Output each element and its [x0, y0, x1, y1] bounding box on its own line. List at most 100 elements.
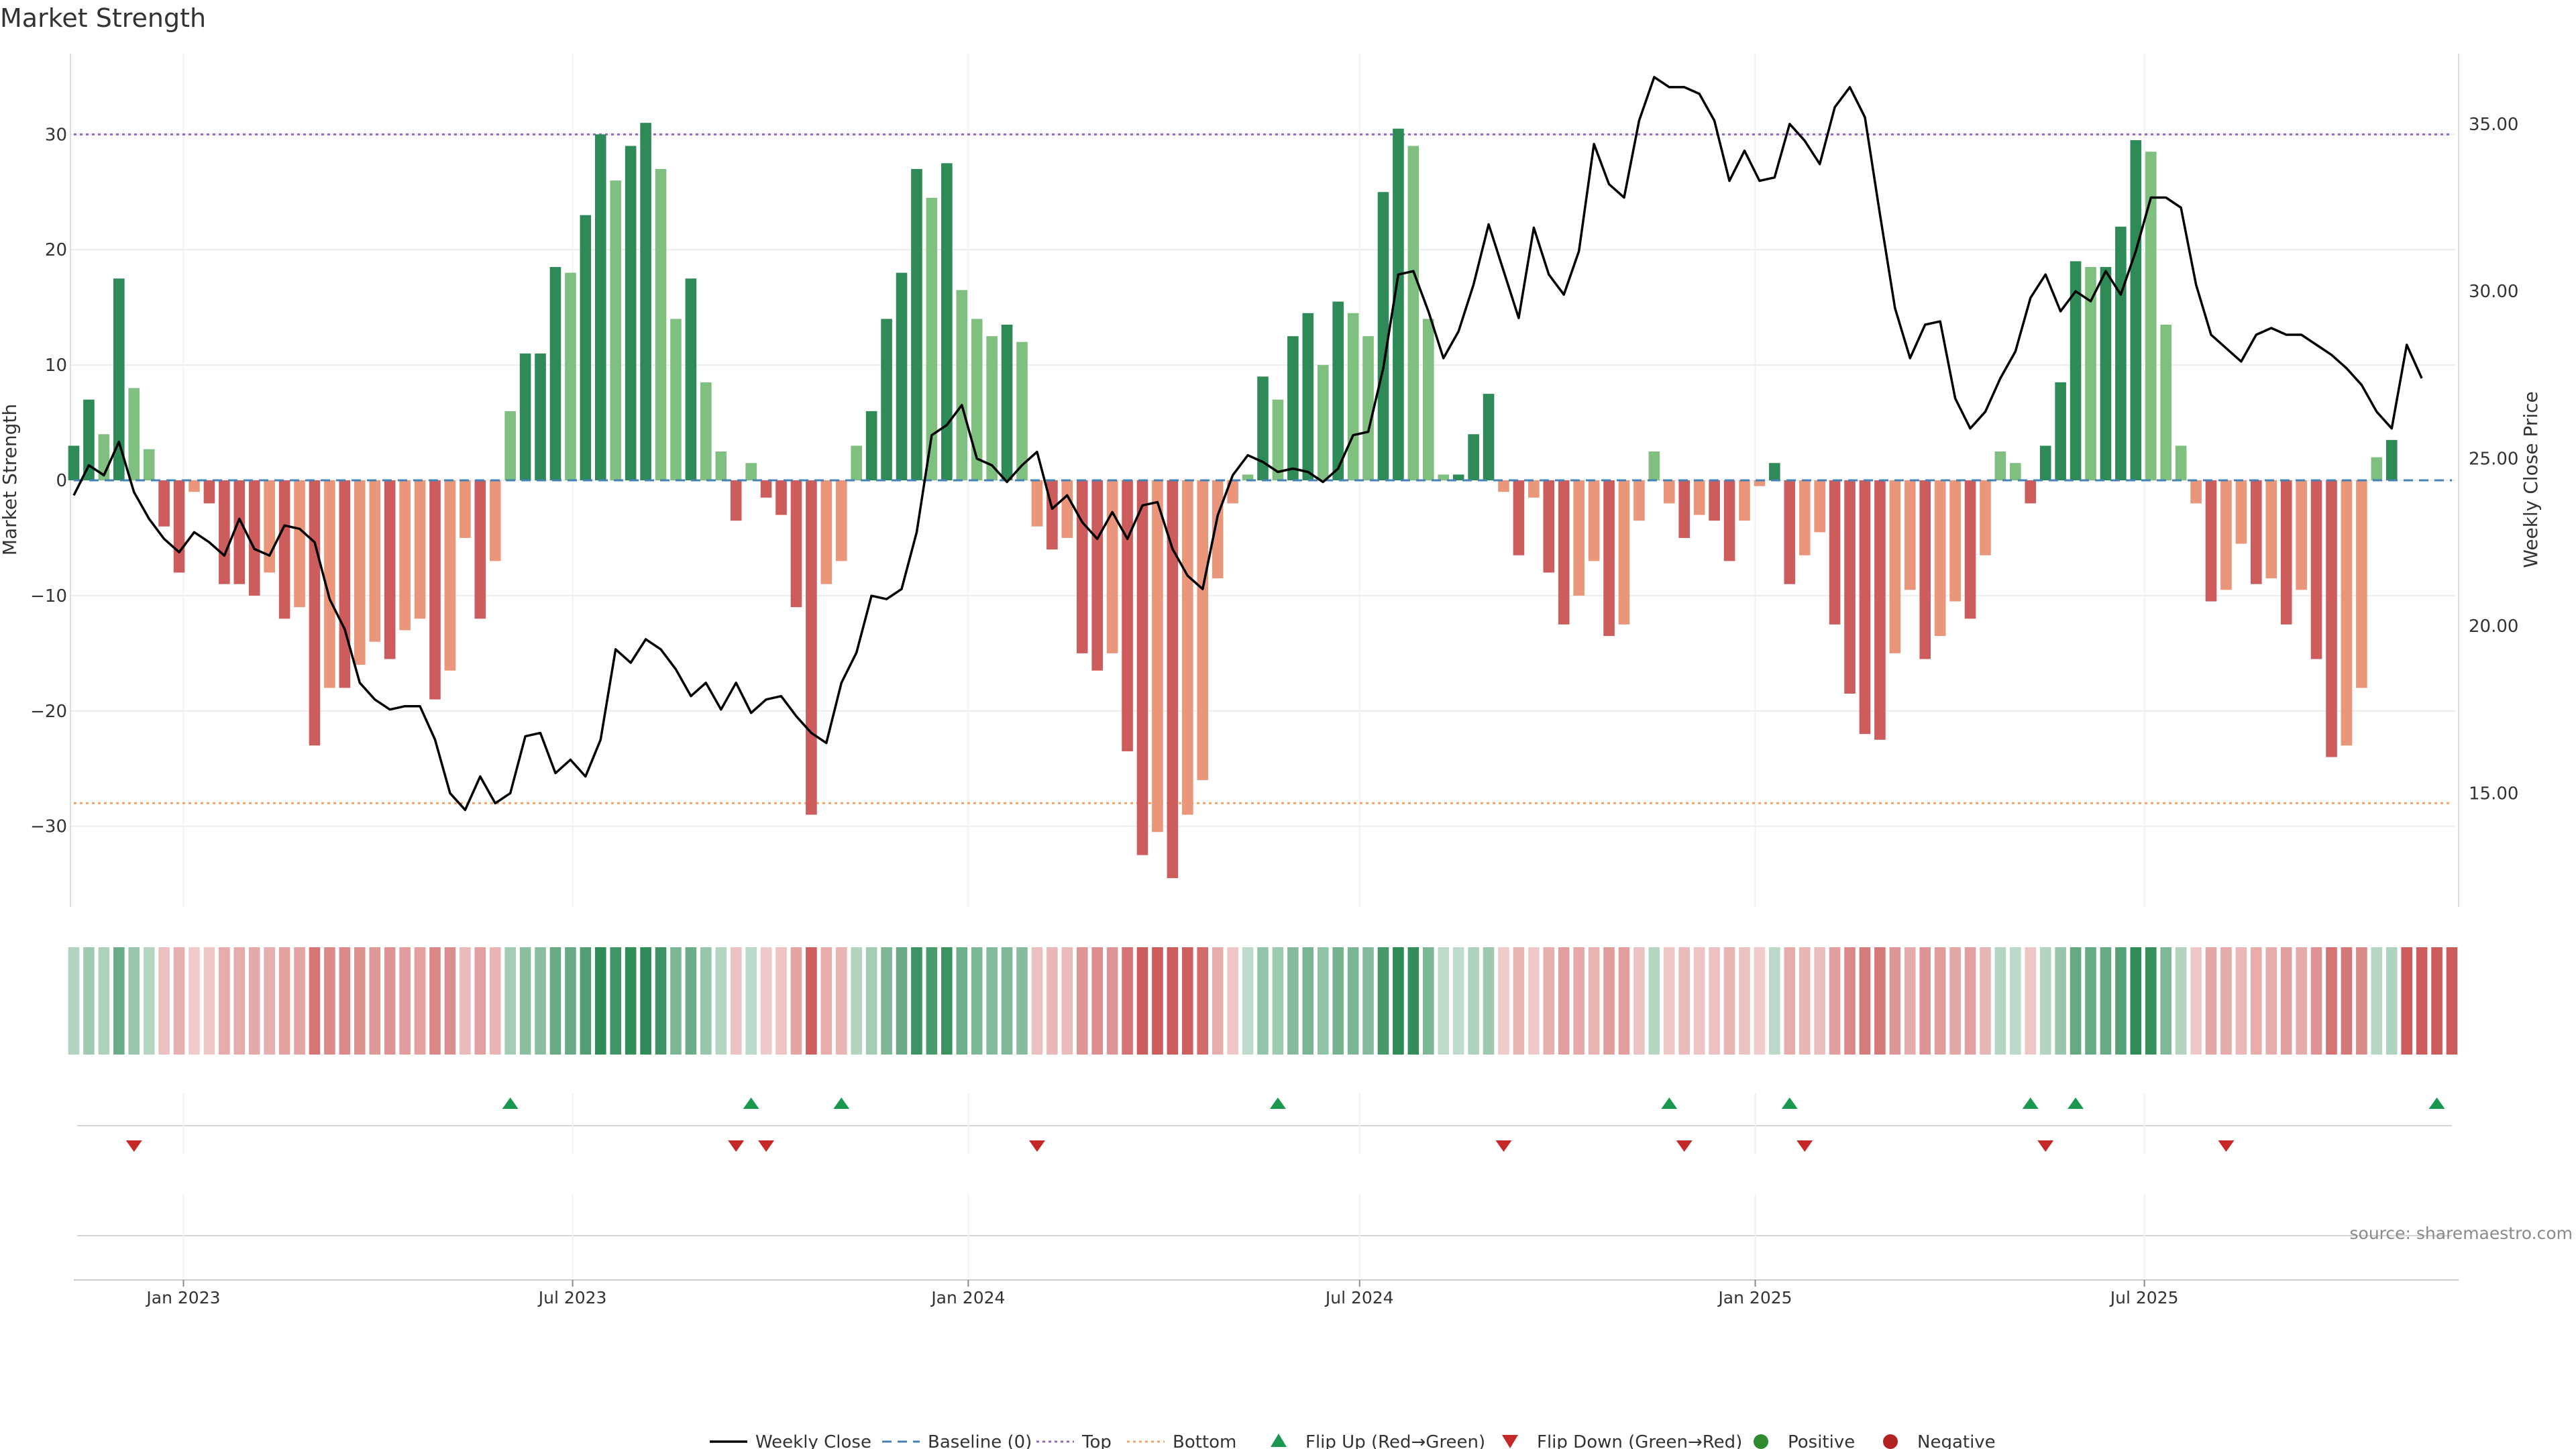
- heat-cell: [1197, 947, 1209, 1055]
- heat-cell: [1257, 947, 1269, 1055]
- heat-cell: [1317, 947, 1329, 1055]
- strength-bar: [1287, 336, 1299, 480]
- heat-cell: [2190, 947, 2202, 1055]
- strength-bar: [1528, 480, 1540, 498]
- heat-cell: [700, 947, 712, 1055]
- legend-flip-down-icon: [1502, 1435, 1518, 1448]
- strength-bar: [339, 480, 351, 688]
- flip-down-marker: [728, 1140, 745, 1152]
- heat-cell: [1618, 947, 1630, 1055]
- strength-bar: [1136, 480, 1148, 855]
- flip-up-marker: [2428, 1097, 2445, 1109]
- strength-bar: [444, 480, 456, 671]
- strength-bar: [2115, 226, 2127, 480]
- heat-cell: [2070, 947, 2082, 1055]
- strength-bar: [549, 267, 561, 480]
- heat-cell: [324, 947, 335, 1055]
- heat-cell: [369, 947, 381, 1055]
- heat-cell: [1452, 947, 1464, 1055]
- strength-bar: [1588, 480, 1600, 561]
- legend-label: Flip Up (Red→Green): [1305, 1432, 1485, 1449]
- strength-bar: [399, 480, 411, 631]
- strength-bar: [324, 480, 335, 688]
- left-tick-label: −10: [30, 586, 67, 606]
- heat-cell: [1543, 947, 1555, 1055]
- heat-cell: [1468, 947, 1479, 1055]
- strength-bar: [775, 480, 787, 515]
- strength-bar: [2326, 480, 2337, 757]
- heat-cell: [730, 947, 742, 1055]
- heat-cell: [1528, 947, 1540, 1055]
- heat-cell: [1498, 947, 1509, 1055]
- heat-cell: [233, 947, 246, 1055]
- heat-cell: [790, 947, 802, 1055]
- heat-cell: [1603, 947, 1615, 1055]
- heat-cell: [2446, 947, 2458, 1055]
- heat-cell: [2220, 947, 2232, 1055]
- flip-markers-panel: [77, 1093, 2452, 1154]
- heat-cell: [1362, 947, 1374, 1055]
- strength-bar: [2280, 480, 2292, 625]
- legend-label: Bottom: [1173, 1432, 1236, 1449]
- strength-bar: [309, 480, 321, 746]
- flip-down-marker: [1028, 1140, 1045, 1152]
- strength-bar: [1393, 128, 1404, 480]
- strength-bar: [1543, 480, 1555, 573]
- strength-bar: [1573, 480, 1585, 596]
- heat-cell: [2115, 947, 2127, 1055]
- heat-cell: [1076, 947, 1088, 1055]
- strength-bar: [1980, 480, 1991, 555]
- heat-cell: [2085, 947, 2096, 1055]
- heat-cell: [926, 947, 938, 1055]
- strength-bar: [851, 445, 863, 480]
- heat-cell: [1784, 947, 1796, 1055]
- strength-bar: [2025, 480, 2037, 504]
- heat-cell: [1513, 947, 1525, 1055]
- heat-cell: [1739, 947, 1750, 1055]
- strength-bar: [1091, 480, 1103, 671]
- heat-cell: [655, 947, 667, 1055]
- source-note: source: sharemaestro.com: [2350, 1224, 2573, 1243]
- heat-cell: [2205, 947, 2217, 1055]
- weekly-close-series: [72, 76, 2423, 812]
- heat-cell: [625, 947, 637, 1055]
- heat-cell: [535, 947, 546, 1055]
- heat-cell: [1393, 947, 1404, 1055]
- strength-bar: [294, 480, 305, 608]
- strength-bar: [1122, 480, 1133, 751]
- heat-cell: [806, 947, 817, 1055]
- strength-bar: [1874, 480, 1886, 740]
- x-tick-label: Jul 2023: [537, 1288, 607, 1307]
- strength-bar: [2085, 267, 2096, 480]
- strength-bar: [594, 134, 606, 480]
- legend-label: Baseline (0): [928, 1432, 1032, 1449]
- strength-bar: [655, 168, 667, 480]
- left-tick-label: −30: [30, 817, 67, 837]
- heat-cell: [2356, 947, 2367, 1055]
- strength-bar: [1452, 474, 1464, 480]
- x-tick-label: Jan 2024: [930, 1288, 1005, 1307]
- strength-bar: [971, 319, 983, 480]
- heat-cell: [1663, 947, 1675, 1055]
- strength-bar: [354, 480, 366, 665]
- heat-cell: [865, 947, 877, 1055]
- strength-bar: [1498, 480, 1509, 492]
- heat-cell: [189, 947, 200, 1055]
- strength-bar: [1889, 480, 1901, 653]
- strength-bar: [1648, 451, 1660, 480]
- heat-cell: [2326, 947, 2337, 1055]
- heat-cell: [1844, 947, 1856, 1055]
- heat-cell: [1814, 947, 1825, 1055]
- strength-bar: [865, 411, 877, 480]
- heat-cell: [971, 947, 983, 1055]
- weekly-close-line: [72, 76, 2423, 812]
- strength-bar: [1814, 480, 1825, 533]
- strength-bar: [2205, 480, 2217, 602]
- strength-bar: [1964, 480, 1976, 619]
- left-tick-label: 10: [45, 356, 67, 376]
- heat-cell: [1152, 947, 1163, 1055]
- x-tick-label: Jul 2024: [1324, 1288, 1394, 1307]
- heat-cell: [1423, 947, 1434, 1055]
- heat-cell: [1167, 947, 1179, 1055]
